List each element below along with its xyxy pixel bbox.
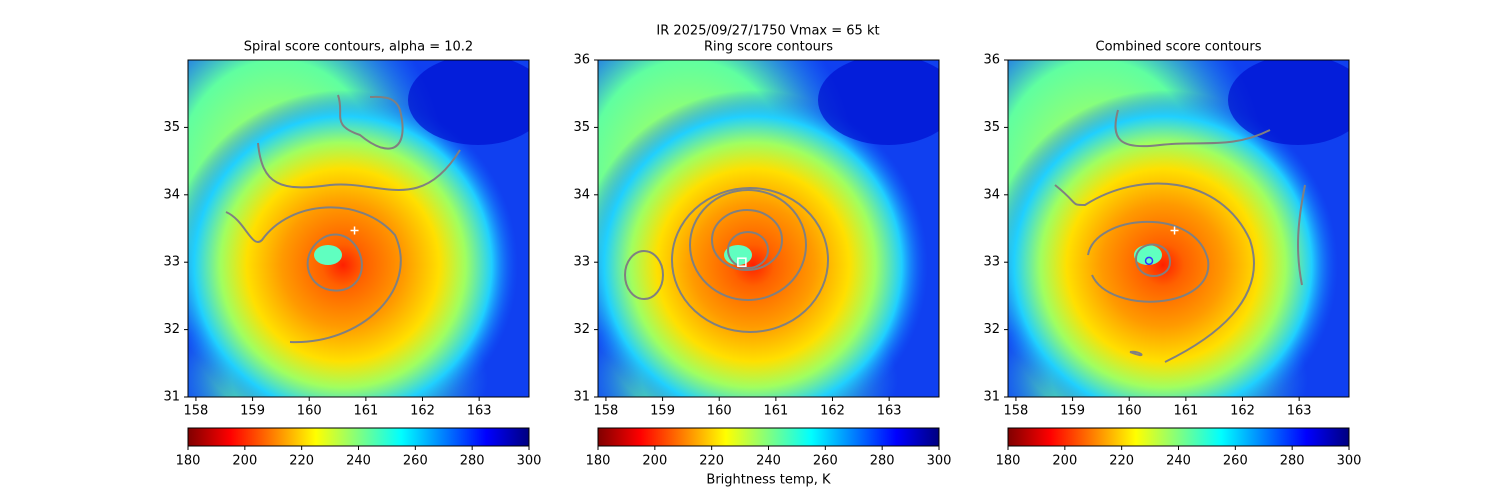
y-tick-label: 35: [573, 120, 590, 135]
storm: [1008, 90, 1338, 397]
colorbar-tick-label: 260: [1223, 454, 1248, 469]
x-tick-label: 159: [240, 404, 265, 419]
panel-title: Ring score contours: [704, 40, 833, 55]
contour: [727, 231, 770, 269]
colorbar-tick-label: 280: [1280, 454, 1305, 469]
x-tick-label: 158: [184, 404, 209, 419]
y-tick-label: 34: [573, 187, 590, 202]
y-tick-label: 32: [573, 322, 590, 337]
colorbar: [1007, 427, 1350, 447]
x-tick-label: 161: [763, 404, 788, 419]
y-tick-label: 33: [983, 255, 1000, 270]
center-marker: [350, 226, 359, 235]
colorbar-tick-label: 200: [642, 454, 667, 469]
contour: [337, 94, 404, 150]
x-tick-label: 162: [1230, 404, 1255, 419]
center-marker: [737, 257, 747, 267]
contour: [1129, 350, 1143, 357]
figure-title: IR 2025/09/27/1750 Vmax = 65 kt: [656, 24, 879, 39]
frame: [187, 59, 530, 398]
y-tick-label: 32: [163, 322, 180, 337]
colorbar-tick-label: 240: [756, 454, 781, 469]
contour: [689, 189, 808, 301]
contour: [1087, 220, 1210, 303]
contour: [1054, 182, 1255, 363]
colorbar-tick-label: 200: [1052, 454, 1077, 469]
storm: [598, 90, 928, 397]
y-tick-label: 31: [573, 390, 590, 405]
x-tick-label: 161: [1173, 404, 1198, 419]
x-tick-label: 163: [1287, 404, 1312, 419]
colorbar-tick-label: 180: [586, 454, 611, 469]
contour: [1114, 109, 1271, 148]
y-tick-label: 34: [163, 187, 180, 202]
frame: [1007, 59, 1350, 398]
x-tick-label: 159: [650, 404, 675, 419]
y-tick-label: 35: [163, 120, 180, 135]
x-tick-label: 158: [1004, 404, 1029, 419]
dark-region: [1228, 60, 1349, 145]
x-tick-label: 160: [1117, 404, 1142, 419]
y-tick-label: 36: [983, 53, 1000, 68]
colorbar-tick-label: 300: [517, 454, 542, 469]
image: [1008, 60, 1349, 397]
colorbar-tick-label: 240: [1166, 454, 1191, 469]
colorbar-tick-label: 180: [996, 454, 1021, 469]
colorbar-tick-label: 180: [176, 454, 201, 469]
colorbar-tick-label: 220: [289, 454, 314, 469]
image: [598, 60, 939, 397]
x-tick-label: 162: [820, 404, 845, 419]
colorbar: [597, 427, 940, 447]
colorbar-label: Brightness temp, K: [706, 473, 831, 488]
y-tick-label: 33: [573, 255, 590, 270]
y-tick-label: 35: [983, 120, 1000, 135]
image: [188, 60, 529, 397]
frame: [597, 59, 940, 398]
y-tick-label: 31: [163, 390, 180, 405]
y-tick-label: 31: [983, 390, 1000, 405]
x-tick-label: 160: [297, 404, 322, 419]
contour: [671, 187, 830, 333]
colorbar-tick-label: 300: [927, 454, 952, 469]
colorbar: [187, 427, 530, 447]
x-tick-label: 163: [467, 404, 492, 419]
x-tick-label: 160: [707, 404, 732, 419]
colorbar-tick-label: 240: [346, 454, 371, 469]
center-marker: [1144, 256, 1154, 266]
x-tick-label: 161: [353, 404, 378, 419]
eye: [1134, 245, 1162, 265]
y-tick-label: 32: [983, 322, 1000, 337]
center-marker: [1170, 226, 1179, 235]
contour: [306, 233, 363, 292]
eye: [314, 245, 342, 265]
contour: [711, 209, 784, 271]
colorbar-tick-label: 220: [1109, 454, 1134, 469]
colorbar-tick-label: 260: [403, 454, 428, 469]
colorbar-tick-label: 260: [813, 454, 838, 469]
colorbar-tick-label: 220: [699, 454, 724, 469]
colorbar-tick-label: 300: [1337, 454, 1362, 469]
panel-title: Combined score contours: [1096, 40, 1262, 55]
contour: [1297, 184, 1306, 286]
colorbar-tick-label: 280: [460, 454, 485, 469]
x-tick-label: 163: [877, 404, 902, 419]
dark-region: [408, 60, 529, 145]
panel-title: Spiral score contours, alpha = 10.2: [244, 40, 473, 55]
y-tick-label: 33: [163, 255, 180, 270]
x-tick-label: 158: [594, 404, 619, 419]
contour: [1134, 243, 1172, 277]
colorbar-tick-label: 280: [870, 454, 895, 469]
dark-region: [818, 60, 939, 145]
x-tick-label: 159: [1060, 404, 1085, 419]
y-tick-label: 34: [983, 187, 1000, 202]
x-tick-label: 162: [410, 404, 435, 419]
contour: [257, 142, 461, 191]
contour: [225, 206, 402, 344]
y-tick-label: 36: [573, 53, 590, 68]
colorbar-tick-label: 200: [232, 454, 257, 469]
contour: [624, 250, 665, 300]
